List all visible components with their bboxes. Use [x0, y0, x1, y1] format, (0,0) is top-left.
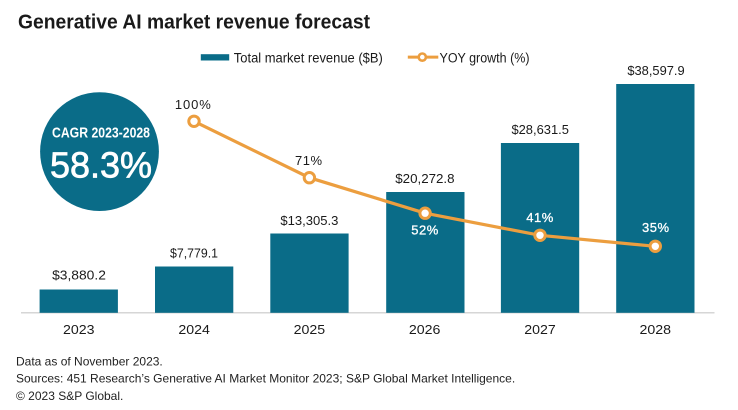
svg-text:Sources: 451 Research’s Genera: Sources: 451 Research’s Generative AI Ma… — [16, 372, 515, 386]
svg-text:Total market revenue ($B): Total market revenue ($B) — [234, 51, 383, 66]
svg-text:2026: 2026 — [409, 322, 441, 337]
svg-text:41%: 41% — [526, 210, 554, 225]
svg-text:Data as of November 2023.: Data as of November 2023. — [16, 355, 163, 369]
svg-text:35%: 35% — [642, 220, 670, 235]
svg-text:2024: 2024 — [178, 322, 210, 337]
svg-text:© 2023 S&P Global.: © 2023 S&P Global. — [16, 389, 123, 403]
svg-text:$20,272.8: $20,272.8 — [395, 171, 454, 186]
svg-text:$28,631.5: $28,631.5 — [511, 122, 569, 137]
svg-text:$3,880.2: $3,880.2 — [52, 268, 106, 283]
svg-text:2025: 2025 — [294, 322, 326, 337]
svg-text:2027: 2027 — [524, 322, 556, 337]
svg-text:100%: 100% — [175, 97, 212, 112]
svg-text:71%: 71% — [295, 153, 323, 168]
svg-text:2023: 2023 — [63, 322, 95, 337]
svg-text:2028: 2028 — [640, 322, 672, 337]
svg-text:CAGR 2023-2028: CAGR 2023-2028 — [52, 125, 150, 142]
svg-text:$13,305.3: $13,305.3 — [280, 213, 338, 228]
svg-text:Generative AI market revenue f: Generative AI market revenue forecast — [18, 12, 370, 34]
svg-text:YOY growth (%): YOY growth (%) — [440, 51, 530, 66]
svg-text:58.3%: 58.3% — [50, 145, 152, 186]
svg-text:52%: 52% — [411, 223, 439, 238]
svg-text:$7,779.1: $7,779.1 — [170, 245, 218, 260]
svg-text:$38,597.9: $38,597.9 — [627, 63, 684, 78]
